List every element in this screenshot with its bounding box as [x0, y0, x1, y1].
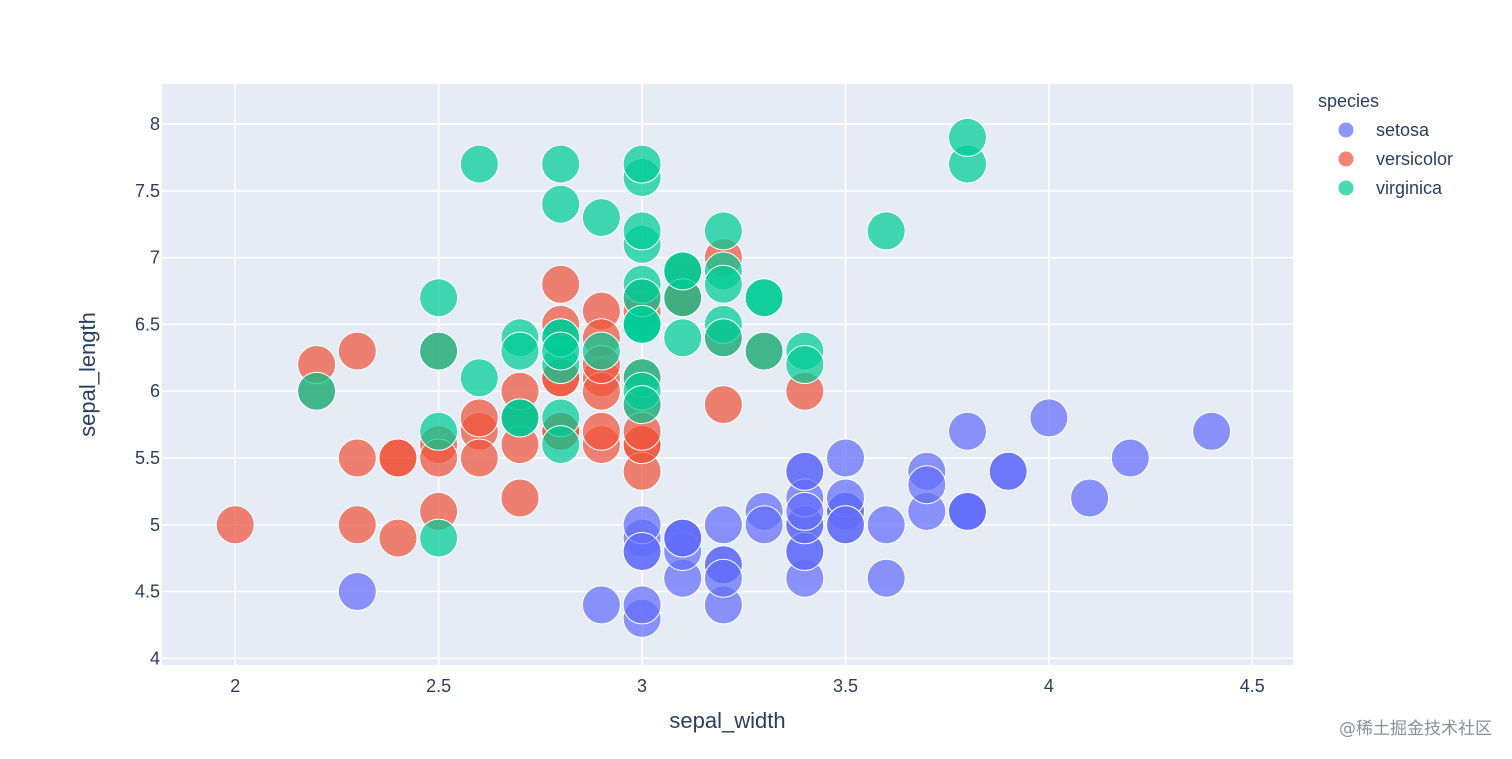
x-tick-label: 4 — [1044, 676, 1054, 696]
data-point-virginica[interactable] — [541, 144, 581, 184]
data-point-virginica[interactable] — [297, 371, 337, 411]
data-point-setosa[interactable] — [826, 438, 865, 478]
y-tick-label: 7 — [150, 248, 160, 268]
data-point-setosa[interactable] — [866, 558, 906, 598]
data-point-setosa[interactable] — [866, 505, 906, 545]
y-tick-label: 4 — [150, 648, 160, 668]
data-point-virginica[interactable] — [744, 331, 784, 371]
data-point-versicolor[interactable] — [459, 438, 499, 478]
data-point-setosa[interactable] — [337, 572, 377, 611]
data-point-virginica[interactable] — [744, 278, 784, 318]
data-point-setosa[interactable] — [1070, 478, 1110, 518]
data-point-versicolor[interactable] — [337, 331, 377, 371]
series-setosa — [337, 398, 1232, 638]
data-point-versicolor[interactable] — [378, 518, 418, 558]
data-point-virginica[interactable] — [663, 251, 703, 291]
series-virginica — [297, 117, 987, 558]
x-tick-label: 3.5 — [833, 676, 858, 696]
data-point-virginica[interactable] — [419, 278, 459, 318]
legend-marker-setosa[interactable] — [1337, 121, 1355, 139]
data-point-setosa[interactable] — [663, 518, 703, 558]
x-tick-label: 2.5 — [426, 676, 451, 696]
x-tick-label: 2 — [230, 676, 240, 696]
x-axis-title: sepal_width — [669, 708, 785, 733]
legend-marker-virginica[interactable] — [1337, 179, 1355, 197]
legend-label-versicolor[interactable]: versicolor — [1376, 149, 1453, 169]
legend-title: species — [1318, 91, 1379, 111]
data-point-setosa[interactable] — [826, 505, 865, 545]
data-point-versicolor[interactable] — [378, 438, 418, 478]
data-point-virginica[interactable] — [541, 331, 581, 371]
legend-marker-versicolor[interactable] — [1337, 150, 1355, 168]
data-point-setosa[interactable] — [1192, 411, 1232, 451]
data-point-versicolor[interactable] — [703, 385, 743, 425]
data-point-virginica[interactable] — [541, 184, 581, 224]
y-axis-title: sepal_length — [75, 312, 100, 437]
data-point-versicolor[interactable] — [459, 398, 499, 438]
data-point-virginica[interactable] — [622, 211, 662, 251]
watermark: @稀土掘金技术社区 — [1339, 719, 1492, 739]
data-point-setosa[interactable] — [948, 411, 987, 451]
data-point-versicolor[interactable] — [500, 478, 540, 518]
x-tick-label: 4.5 — [1240, 676, 1265, 696]
legend: species setosa versicolor virginica — [1318, 91, 1453, 198]
data-point-setosa[interactable] — [622, 585, 662, 625]
data-point-virginica[interactable] — [622, 144, 662, 184]
data-point-setosa[interactable] — [1029, 398, 1069, 438]
data-point-setosa[interactable] — [948, 491, 987, 531]
data-point-virginica[interactable] — [703, 264, 743, 304]
data-point-virginica[interactable] — [622, 385, 662, 425]
data-point-versicolor[interactable] — [541, 264, 581, 304]
data-point-virginica[interactable] — [581, 198, 621, 238]
data-point-virginica[interactable] — [663, 318, 703, 358]
x-tick-label: 3 — [637, 676, 647, 696]
data-point-setosa[interactable] — [744, 505, 784, 545]
data-point-virginica[interactable] — [703, 318, 743, 358]
data-point-setosa[interactable] — [1110, 438, 1150, 478]
data-point-setosa[interactable] — [581, 585, 621, 625]
data-point-virginica[interactable] — [500, 331, 540, 371]
data-point-virginica[interactable] — [948, 117, 987, 157]
y-tick-label: 4.5 — [135, 582, 160, 602]
data-points — [215, 117, 1232, 638]
data-point-versicolor[interactable] — [337, 438, 377, 478]
tick-labels: 2 2.5 3 3.5 4 4.5 4 4.5 5 5.5 6 6.5 7 7.5 8 — [135, 114, 1265, 696]
data-point-virginica[interactable] — [581, 331, 621, 371]
y-tick-label: 8 — [150, 114, 160, 134]
data-point-setosa[interactable] — [785, 451, 825, 491]
data-point-virginica[interactable] — [419, 331, 459, 371]
data-point-versicolor[interactable] — [337, 505, 377, 545]
data-point-virginica[interactable] — [785, 345, 825, 384]
data-point-setosa[interactable] — [703, 558, 743, 598]
y-tick-label: 6.5 — [135, 314, 160, 334]
data-point-virginica[interactable] — [459, 144, 499, 184]
data-point-virginica[interactable] — [622, 304, 662, 344]
y-tick-label: 7.5 — [135, 181, 160, 201]
data-point-setosa[interactable] — [907, 465, 947, 505]
data-point-virginica[interactable] — [419, 518, 459, 558]
data-point-setosa[interactable] — [988, 451, 1028, 491]
data-point-virginica[interactable] — [459, 358, 499, 398]
data-point-virginica[interactable] — [419, 411, 459, 451]
data-point-versicolor[interactable] — [581, 411, 621, 451]
legend-label-setosa[interactable]: setosa — [1376, 120, 1430, 140]
data-point-virginica[interactable] — [866, 211, 906, 251]
y-tick-label: 5 — [150, 515, 160, 535]
data-point-setosa[interactable] — [703, 505, 743, 545]
y-tick-label: 6 — [150, 381, 160, 401]
data-point-virginica[interactable] — [703, 211, 743, 251]
data-point-virginica[interactable] — [500, 398, 540, 438]
legend-label-virginica[interactable]: virginica — [1376, 178, 1443, 198]
data-point-virginica[interactable] — [541, 425, 581, 465]
data-point-setosa[interactable] — [785, 491, 825, 531]
y-tick-label: 5.5 — [135, 448, 160, 468]
data-point-setosa[interactable] — [622, 532, 662, 571]
data-point-versicolor[interactable] — [215, 505, 255, 545]
